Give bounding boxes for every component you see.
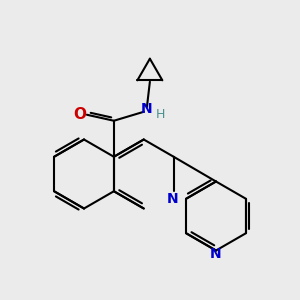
Text: O: O <box>73 107 86 122</box>
Text: N: N <box>141 102 153 116</box>
Text: H: H <box>156 108 165 121</box>
Text: N: N <box>166 192 178 206</box>
Text: N: N <box>210 247 222 260</box>
